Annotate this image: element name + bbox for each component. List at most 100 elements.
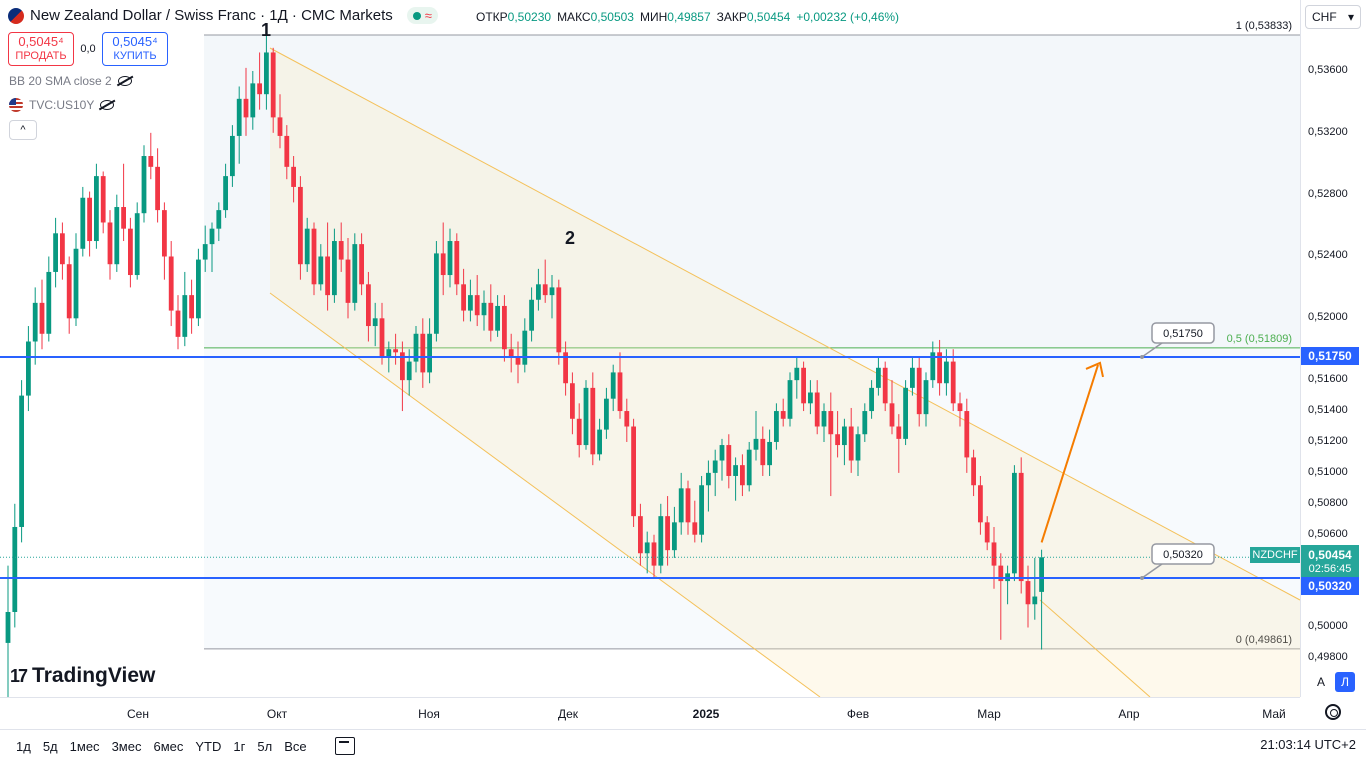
auto-scale-button[interactable]: A	[1316, 675, 1325, 689]
candle	[984, 516, 990, 551]
candle-body	[60, 233, 65, 265]
candle-body	[706, 472, 711, 486]
time-tick: Мар	[977, 707, 1001, 721]
fib-level-label: 0,5 (0,51809)	[1227, 333, 1292, 345]
candle-body	[746, 449, 752, 486]
candle	[189, 279, 194, 334]
candle	[746, 441, 752, 492]
currency-select[interactable]: CHF ▾	[1305, 5, 1361, 29]
candle	[950, 349, 956, 412]
candle	[801, 361, 806, 412]
range-button[interactable]: Все	[284, 738, 307, 754]
candle-body	[937, 352, 942, 384]
eye-hidden-icon[interactable]	[100, 100, 115, 110]
scale-buttons: A Л	[1311, 672, 1355, 692]
candle-body	[209, 228, 215, 245]
range-button[interactable]: 3мес	[111, 738, 142, 754]
sell-button[interactable]: 0,5045⁴ ПРОДАТЬ	[8, 32, 74, 66]
ohlc-item: ЗАКР0,50454	[717, 10, 791, 24]
candle-body	[148, 156, 154, 167]
range-button[interactable]: 1мес	[69, 738, 100, 754]
trade-buttons: 0,5045⁴ ПРОДАТЬ 0,0 0,5045⁴ КУПИТЬ	[8, 32, 168, 66]
candle	[148, 132, 154, 180]
candle-body	[134, 213, 140, 276]
range-button[interactable]: 1д	[16, 738, 31, 754]
candle-body	[604, 398, 609, 430]
chart-canvas[interactable]: 1 (0,53833) 0,5 (0,51809) 0 (0,49861) 1 2 0,…	[0, 0, 1300, 697]
candle-body	[978, 485, 983, 523]
indicator-us10y[interactable]: TVC:US10Y	[9, 98, 115, 112]
candle	[835, 411, 840, 458]
candle	[345, 237, 351, 319]
channel-mid-extension	[1039, 599, 1151, 697]
symbol-tag: NZDCHF	[1250, 547, 1300, 563]
candle-body	[814, 392, 820, 427]
price-tick: 0,52000	[1308, 311, 1348, 324]
candle	[1018, 457, 1024, 594]
tradingview-logo[interactable]: 17 TradingView	[10, 664, 155, 688]
range-button[interactable]: 6мес	[153, 738, 184, 754]
range-button[interactable]: 5д	[42, 738, 58, 754]
candle-body	[787, 380, 793, 419]
candle-body	[352, 244, 358, 303]
candle	[563, 341, 568, 396]
ohlc-key: МИН	[639, 10, 668, 24]
time-tick: 2025	[692, 707, 720, 721]
candle	[876, 356, 881, 396]
range-button[interactable]: 1г	[233, 738, 246, 754]
candle	[5, 565, 11, 697]
candle	[740, 454, 745, 497]
candle-body	[542, 284, 548, 296]
market-status-badge[interactable]: ≈	[406, 7, 438, 24]
indicator-us10y-label: TVC:US10Y	[29, 98, 95, 112]
time-axis[interactable]	[0, 697, 1300, 725]
candle-body	[107, 222, 113, 265]
candle-body	[658, 516, 664, 566]
clock[interactable]: 21:03:14 UTC+2	[1260, 737, 1356, 752]
fib-retracement: 1 (0,53833) 0,5 (0,51809) 0 (0,49861)	[204, 20, 1300, 650]
go-to-date-icon[interactable]	[334, 737, 355, 755]
callout-box	[1151, 322, 1215, 344]
candle	[869, 380, 874, 419]
candle-body	[427, 333, 432, 373]
candle	[712, 449, 718, 497]
symbol-title[interactable]: New Zealand Dollar / Swiss Franc · 1Д · …	[30, 7, 393, 24]
price-tick: 0,50000	[1308, 620, 1348, 633]
settings-gear-icon[interactable]	[1325, 704, 1341, 720]
nzd-flag-icon	[8, 7, 24, 24]
fib-level-label: 0 (0,49861)	[1236, 634, 1292, 646]
price-tick: 0,52400	[1308, 249, 1348, 262]
candle	[257, 52, 262, 110]
candle-body	[413, 333, 419, 362]
candle	[209, 222, 215, 272]
log-scale-button[interactable]: Л	[1335, 672, 1355, 692]
buy-button[interactable]: 0,5045⁴ КУПИТЬ	[102, 32, 168, 66]
candle-body	[522, 330, 528, 365]
candle-body	[277, 117, 283, 136]
candle-body	[447, 241, 453, 276]
ohlc-value: +0,00232 (+0,46%)	[796, 10, 900, 24]
candle	[12, 503, 18, 628]
candle	[665, 496, 670, 566]
candle	[481, 290, 487, 331]
callout-text: 0,51750	[1163, 328, 1203, 340]
candle	[114, 194, 120, 272]
range-button[interactable]: YTD	[195, 738, 222, 754]
symbol-legend[interactable]: New Zealand Dollar / Swiss Franc · 1Д · …	[8, 7, 438, 24]
indicator-bb[interactable]: BB 20 SMA close 2	[9, 74, 132, 88]
candle-body	[774, 411, 779, 442]
current-price-label: 0,50454 02:56:45	[1301, 545, 1359, 579]
range-button[interactable]: 5л	[257, 738, 273, 754]
candle-body	[767, 441, 772, 466]
ohlc-item: +0,00232 (+0,46%)	[796, 10, 899, 24]
buy-label: КУПИТЬ	[113, 50, 157, 62]
candle-body	[264, 52, 269, 95]
eye-hidden-icon[interactable]	[117, 76, 132, 86]
candle	[808, 380, 813, 415]
candle-body	[617, 372, 623, 412]
candle	[488, 284, 494, 342]
collapse-legend-button[interactable]: ^	[9, 120, 37, 140]
candle-body	[1012, 472, 1017, 574]
chevron-down-icon: ▾	[1347, 10, 1354, 24]
candle	[862, 403, 868, 442]
